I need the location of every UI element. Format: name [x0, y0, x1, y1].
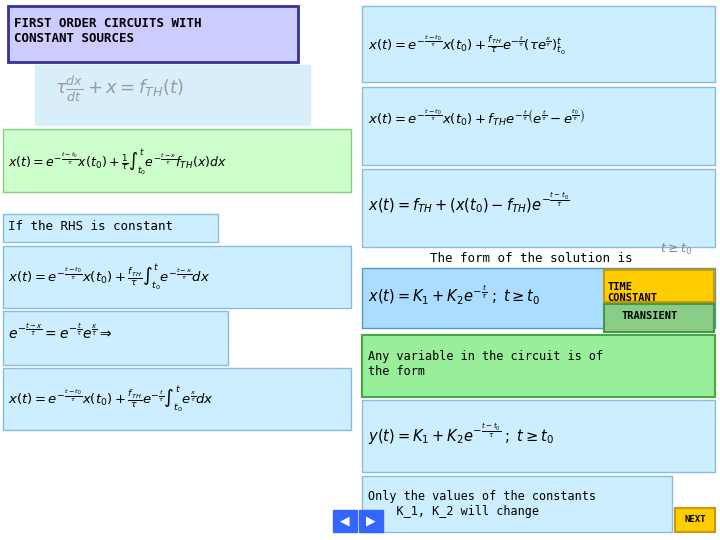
Text: Any variable in the circuit is of
the form: Any variable in the circuit is of the fo…: [368, 350, 603, 378]
Text: $x(t)=f_{TH}+\left(x(t_0)-f_{TH}\right)e^{-\frac{t-t_0}{\tau}}$: $x(t)=f_{TH}+\left(x(t_0)-f_{TH}\right)e…: [368, 190, 570, 214]
Text: The form of the solution is: The form of the solution is: [430, 252, 632, 265]
FancyBboxPatch shape: [359, 510, 383, 532]
Text: Only the values of the constants
    K_1, K_2 will change: Only the values of the constants K_1, K_…: [368, 490, 596, 518]
FancyBboxPatch shape: [3, 368, 351, 430]
FancyBboxPatch shape: [362, 6, 715, 82]
FancyBboxPatch shape: [362, 335, 715, 397]
Text: ◀: ◀: [340, 515, 350, 528]
Text: TRANSIENT: TRANSIENT: [622, 311, 678, 321]
Text: $e^{-\frac{t-x}{\tau}}=e^{-\frac{t}{\tau}}e^{\frac{x}{\tau}}\Rightarrow$: $e^{-\frac{t-x}{\tau}}=e^{-\frac{t}{\tau…: [8, 322, 112, 342]
Text: $x(t)=e^{-\frac{t-t_0}{\tau}}x(t_0)+\frac{f_{TH}}{\tau}\int_{t_0}^{t}e^{-\frac{t: $x(t)=e^{-\frac{t-t_0}{\tau}}x(t_0)+\fra…: [8, 263, 210, 293]
FancyBboxPatch shape: [35, 65, 310, 125]
Text: $\tau\frac{dx}{dt}+x=f_{TH}(t)$: $\tau\frac{dx}{dt}+x=f_{TH}(t)$: [55, 74, 184, 104]
Text: FIRST ORDER CIRCUITS WITH: FIRST ORDER CIRCUITS WITH: [14, 17, 202, 30]
Text: ▶: ▶: [366, 515, 376, 528]
Text: $x(t)=e^{-\frac{t-t_0}{\tau}}x(t_0)+f_{TH}e^{-\frac{t}{\tau}}\left(e^{\frac{t}{\: $x(t)=e^{-\frac{t-t_0}{\tau}}x(t_0)+f_{T…: [368, 108, 585, 129]
Text: NEXT: NEXT: [684, 516, 706, 524]
Text: $y(t)=K_1+K_2e^{-\frac{t-t_0}{\tau}}\;;\;t\geq t_0$: $y(t)=K_1+K_2e^{-\frac{t-t_0}{\tau}}\;;\…: [368, 422, 554, 447]
Text: $x(t)=e^{-\frac{t-t_0}{\tau}}x(t_0)+\frac{f_{TH}}{\tau}e^{-\frac{t}{\tau}}\left(: $x(t)=e^{-\frac{t-t_0}{\tau}}x(t_0)+\fra…: [368, 34, 566, 57]
FancyBboxPatch shape: [362, 400, 715, 472]
Text: $t\geq t_0$: $t\geq t_0$: [660, 242, 692, 257]
FancyBboxPatch shape: [604, 270, 714, 302]
FancyBboxPatch shape: [362, 476, 672, 532]
Text: TIME: TIME: [607, 282, 632, 292]
FancyBboxPatch shape: [3, 129, 351, 192]
FancyBboxPatch shape: [3, 214, 218, 242]
FancyBboxPatch shape: [362, 268, 715, 328]
Text: CONSTANT SOURCES: CONSTANT SOURCES: [14, 32, 134, 45]
Text: If the RHS is constant: If the RHS is constant: [8, 219, 173, 233]
FancyBboxPatch shape: [362, 169, 715, 247]
FancyBboxPatch shape: [8, 6, 298, 62]
FancyBboxPatch shape: [333, 510, 357, 532]
Text: $x(t)=e^{-\frac{t-t_0}{\tau}}x(t_0)+\frac{1}{\tau}\int_{t_0}^{t}e^{-\frac{t-x}{\: $x(t)=e^{-\frac{t-t_0}{\tau}}x(t_0)+\fra…: [8, 148, 227, 178]
Text: $x(t)=e^{-\frac{t-t_0}{\tau}}x(t_0)+\frac{f_{TH}}{\tau}e^{-\frac{t}{\tau}}\int_{: $x(t)=e^{-\frac{t-t_0}{\tau}}x(t_0)+\fra…: [8, 385, 214, 415]
FancyBboxPatch shape: [675, 508, 715, 532]
FancyBboxPatch shape: [604, 304, 714, 332]
Text: $x(t)=K_1+K_2e^{-\frac{t}{\tau}}\;;\;t\geq t_0$: $x(t)=K_1+K_2e^{-\frac{t}{\tau}}\;;\;t\g…: [368, 284, 541, 307]
FancyBboxPatch shape: [3, 246, 351, 308]
Text: CONSTANT: CONSTANT: [607, 293, 657, 303]
FancyBboxPatch shape: [362, 87, 715, 165]
FancyBboxPatch shape: [3, 311, 228, 365]
